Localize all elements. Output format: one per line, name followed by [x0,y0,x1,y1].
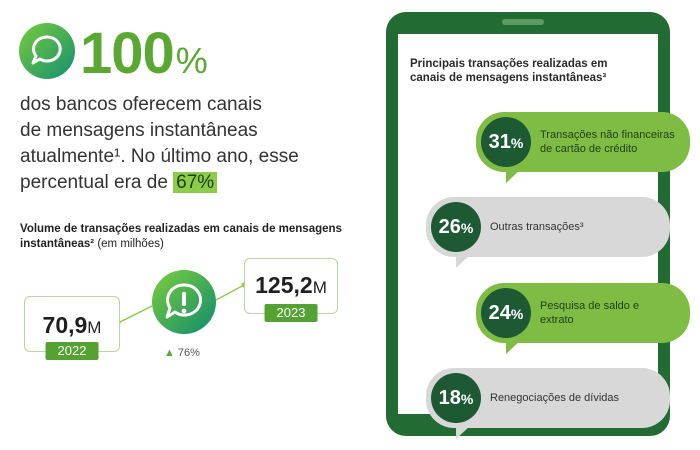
growth-indicator: ▲ 76% [164,347,200,359]
headline-line: atualmente¹. No último ano, esse [20,146,299,167]
headline-percentage: 100% [80,21,208,91]
percent-sign: % [510,306,524,322]
year-badge-2022: 2022 [45,342,99,360]
headline-line: percentual era de 67% [20,170,320,196]
percent-sign: % [460,391,474,407]
year-badge-2023: 2023 [264,304,318,322]
transaction-label: Renegociações de dívidas [490,392,620,404]
transaction-bubble: 24% Pesquisa de saldo e extrato [476,283,690,354]
transaction-bubble: 31% Transações não financeiras de cartão… [476,112,690,183]
volume-2023-unit: M [312,278,327,297]
volume-2022-number: 70,9 [42,312,88,338]
transaction-bubble: 18% Renegociações de dívidas [426,368,670,439]
percent-sign: % [510,135,524,151]
bubble-tail [506,341,520,354]
transaction-label: Transações não financeiras de cartão de … [540,129,675,155]
headline-line: de mensagens instantâneas [20,120,258,141]
bubble-tail [456,426,470,439]
percent-sign: % [460,220,474,236]
volume-title: Volume de transações realizadas em canai… [20,222,350,252]
transaction-label: Pesquisa de saldo e extrato [540,300,640,326]
volume-unit: (em milhões) [94,238,164,250]
headline-description: dos bancos oferecem canais de mensagens … [20,92,320,196]
transaction-label: Outras transações³ [490,221,584,233]
growth-value: 76% [177,347,200,359]
up-triangle-icon: ▲ [164,347,175,359]
volume-2023-number: 125,2 [255,272,313,298]
phone-title: Principais transações realizadas em cana… [410,58,608,84]
headline-highlight: 67% [173,172,218,193]
bubble-tail [456,255,470,268]
transaction-bubble: 26% Outras transações³ [426,197,670,268]
volume-2022-value: 70,9M [25,297,119,356]
percent-circle: 31% [481,117,531,167]
alert-exclamation-icon [152,270,216,334]
headline-percent-sign: % [175,40,208,81]
volume-title-text: Volume de transações realizadas em canai… [20,223,342,250]
headline-line: dos bancos oferecem canais [20,94,262,115]
chat-bubble-icon [19,23,75,79]
phone-speaker [502,19,544,25]
headline-line-prefix: percentual era de [20,172,174,193]
percent-circle: 18% [431,373,481,423]
percent-value: 26 [438,216,461,238]
percent-value: 18 [438,387,461,409]
volume-2022-unit: M [87,318,102,337]
volume-2023-box: 125,2M 2023 [244,258,338,322]
headline-value: 100 [80,21,175,86]
volume-2023-value: 125,2M [245,259,337,314]
percent-circle: 26% [431,202,481,252]
percent-value: 31 [488,131,511,153]
percent-circle: 24% [481,288,531,338]
volume-2022-box: 70,9M 2022 [24,296,120,360]
percent-value: 24 [488,302,511,324]
bubble-tail [506,170,520,183]
